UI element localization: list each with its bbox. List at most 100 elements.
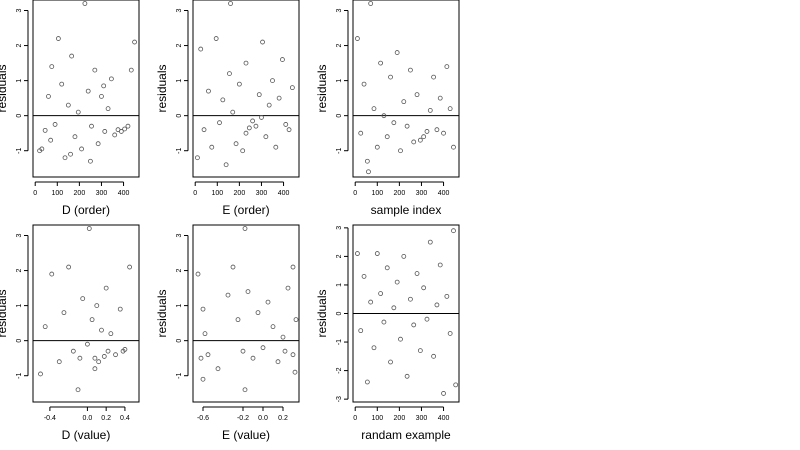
data-point [441, 391, 446, 396]
data-point [75, 109, 81, 115]
x-tick-label: 400 [278, 190, 290, 197]
data-point [355, 251, 360, 256]
y-tick-label: 3 [176, 233, 183, 237]
data-point [364, 158, 370, 164]
data-point [408, 67, 413, 73]
y-tick-label: -3 [336, 396, 343, 402]
y-tick-label: 1 [336, 283, 343, 287]
data-point [94, 303, 100, 309]
y-tick-label: -1 [176, 372, 183, 378]
data-point [85, 88, 91, 94]
x-tick-label: 0.0 [258, 415, 268, 422]
data-point [293, 317, 299, 323]
data-point [125, 123, 131, 129]
x-axis-label: D (order) [62, 203, 110, 217]
data-point [280, 57, 285, 62]
data-point [230, 264, 236, 270]
y-tick-label: 1 [336, 79, 343, 83]
data-point [72, 134, 78, 140]
data-point [374, 251, 380, 256]
data-point [388, 74, 393, 80]
data-point [242, 387, 248, 393]
data-point [384, 265, 390, 271]
data-point [233, 141, 239, 147]
data-point [447, 331, 453, 336]
data-point [65, 102, 71, 108]
x-axis-label: E (order) [222, 203, 269, 217]
x-tick-label: 400 [438, 415, 450, 422]
data-point [122, 126, 128, 132]
data-point [431, 74, 437, 80]
y-tick-label: 2 [176, 269, 183, 273]
data-point [243, 60, 249, 66]
x-axis-label: sample index [371, 203, 442, 217]
data-point [113, 352, 118, 358]
data-point [105, 348, 111, 354]
data-point [99, 93, 104, 99]
data-point [206, 88, 211, 94]
x-tick-label: 0.2 [278, 415, 288, 422]
data-point [235, 317, 241, 323]
data-point [195, 271, 201, 277]
data-point [381, 319, 387, 325]
data-point [289, 85, 295, 91]
data-point [378, 291, 384, 296]
x-axis-label: E (value) [222, 428, 270, 442]
data-point [215, 366, 221, 372]
data-point [69, 53, 75, 59]
x-tick-label: 0 [353, 415, 357, 422]
data-point [355, 36, 360, 41]
data-point [59, 81, 65, 87]
data-point [118, 129, 124, 134]
y-tick-label: 2 [16, 269, 23, 273]
data-point [427, 108, 433, 113]
data-point [242, 226, 248, 231]
y-tick-label: 0 [336, 311, 343, 315]
data-point [227, 71, 232, 77]
x-tick-label: 0 [33, 190, 37, 197]
data-point [388, 359, 393, 365]
data-point [198, 46, 204, 52]
data-point [79, 146, 84, 152]
data-point [92, 366, 98, 372]
data-point [266, 102, 272, 108]
data-point [128, 67, 134, 73]
data-point [283, 122, 289, 127]
data-point [246, 125, 252, 131]
y-tick-label: -1 [16, 147, 23, 153]
x-tick-label: 0 [193, 190, 197, 197]
data-point [447, 106, 453, 112]
y-tick-label: -2 [336, 367, 343, 373]
data-point [270, 78, 275, 84]
data-point [282, 348, 288, 354]
data-point [265, 299, 271, 305]
y-tick-label: 3 [336, 226, 343, 230]
data-point [92, 67, 98, 73]
data-point [103, 285, 109, 291]
data-point [230, 109, 236, 115]
data-point [85, 341, 90, 347]
data-point [371, 345, 377, 351]
plot-frame [352, 0, 460, 178]
data-point [398, 148, 403, 154]
data-point [198, 355, 204, 361]
data-point [209, 144, 215, 150]
data-point [371, 106, 377, 112]
x-tick-label: 400 [438, 190, 450, 197]
data-point [102, 129, 108, 134]
y-tick-label: 3 [176, 8, 183, 12]
y-tick-label: -1 [176, 147, 183, 153]
y-tick-label: -1 [16, 372, 23, 378]
data-point [48, 137, 54, 143]
data-point [259, 115, 264, 120]
x-tick-label: 200 [394, 415, 406, 422]
data-point [424, 129, 430, 134]
x-tick-label: 100 [371, 415, 383, 422]
data-point [381, 113, 387, 119]
x-tick-label: -0.2 [237, 415, 249, 422]
data-point [361, 273, 367, 279]
data-point [263, 134, 269, 140]
data-point [95, 141, 101, 147]
data-point [88, 158, 93, 164]
data-point [77, 355, 83, 361]
